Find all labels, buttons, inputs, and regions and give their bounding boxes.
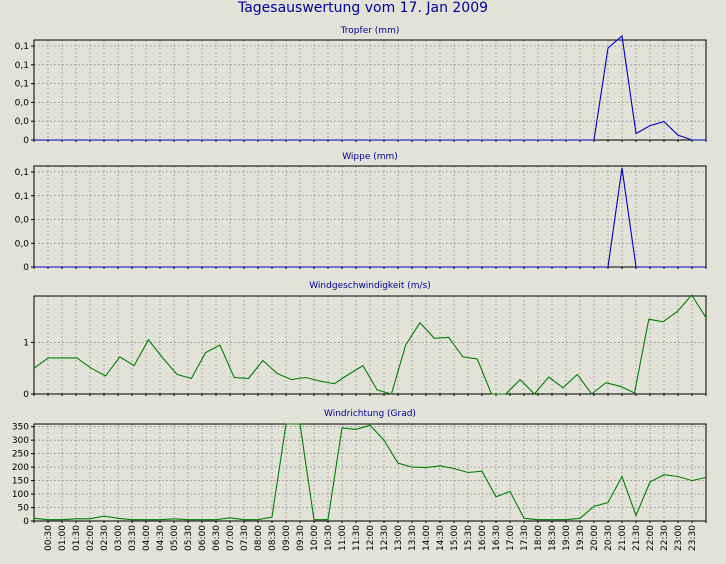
x-tick-label: 17:30 — [520, 525, 530, 551]
x-tick-label: 15:30 — [464, 525, 474, 551]
y-tick-label: 350 — [12, 423, 29, 433]
y-tick-label: 100 — [12, 490, 29, 500]
x-tick-label: 12:30 — [380, 525, 390, 551]
x-tick-label: 01:30 — [72, 525, 82, 551]
x-tick-label: 23:00 — [674, 525, 684, 551]
y-tick-label: 150 — [12, 477, 29, 487]
y-tick-label: 0,1 — [15, 168, 29, 178]
y-tick-label: 0 — [23, 263, 29, 273]
x-tick-label: 12:00 — [366, 525, 376, 551]
x-tick-label: 15:00 — [450, 525, 460, 551]
x-tick-label: 18:30 — [548, 525, 558, 551]
x-tick-label: 14:00 — [422, 525, 432, 551]
x-tick-label: 06:00 — [198, 525, 208, 551]
panel-title: Windgeschwindigkeit (m/s) — [309, 281, 431, 291]
x-tick-label: 19:30 — [576, 525, 586, 551]
x-tick-label: 03:00 — [114, 525, 124, 551]
x-tick-label: 16:30 — [492, 525, 502, 551]
x-tick-label: 17:00 — [506, 525, 516, 551]
x-tick-label: 11:00 — [338, 525, 348, 551]
x-tick-label: 22:30 — [660, 525, 670, 551]
y-tick-label: 0 — [23, 517, 29, 527]
x-tick-label: 20:00 — [590, 525, 600, 551]
x-tick-label: 05:30 — [184, 525, 194, 551]
x-tick-label: 13:00 — [394, 525, 404, 551]
x-tick-label: 04:30 — [156, 525, 166, 551]
x-tick-label: 20:30 — [604, 525, 614, 551]
x-tick-label: 08:00 — [254, 525, 264, 551]
x-tick-label: 22:00 — [646, 525, 656, 551]
x-tick-label: 18:00 — [534, 525, 544, 551]
y-tick-label: 200 — [12, 463, 29, 473]
y-tick-label: 0,0 — [15, 216, 30, 226]
x-tick-label: 07:30 — [240, 525, 250, 551]
y-tick-label: 0,1 — [15, 80, 29, 90]
x-tick-label: 01:00 — [58, 525, 68, 551]
x-tick-label: 16:00 — [478, 525, 488, 551]
y-tick-label: 300 — [12, 436, 29, 446]
x-tick-label: 09:00 — [282, 525, 292, 551]
y-tick-label: 1 — [23, 338, 29, 348]
y-tick-label: 0 — [23, 136, 29, 146]
x-tick-label: 06:30 — [212, 525, 222, 551]
y-tick-label: 250 — [12, 450, 29, 460]
main-title: Tagesauswertung vom 17. Jan 2009 — [237, 0, 489, 16]
x-tick-label: 02:30 — [100, 525, 110, 551]
x-tick-label: 13:30 — [408, 525, 418, 551]
x-tick-label: 03:30 — [128, 525, 138, 551]
x-tick-label: 21:30 — [632, 525, 642, 551]
x-tick-label: 05:00 — [170, 525, 180, 551]
x-tick-label: 19:00 — [562, 525, 572, 551]
x-tick-label: 02:00 — [86, 525, 96, 551]
panel-title: Wippe (mm) — [342, 152, 398, 162]
x-tick-label: 23:30 — [688, 525, 698, 551]
series-line — [33, 294, 707, 395]
x-tick-label: 21:00 — [618, 525, 628, 551]
x-tick-label: 09:30 — [296, 525, 306, 551]
y-tick-label: 0,1 — [15, 42, 29, 52]
x-tick-label: 00:30 — [44, 525, 54, 551]
y-tick-label: 0 — [23, 390, 29, 400]
y-tick-label: 0,0 — [15, 98, 30, 108]
y-tick-label: 0,1 — [15, 61, 29, 71]
y-tick-label: 0,0 — [15, 117, 30, 127]
series-line — [33, 423, 707, 521]
x-tick-label: 14:30 — [436, 525, 446, 551]
x-tick-label: 07:00 — [226, 525, 236, 551]
panel-title: Tropfer (mm) — [340, 26, 400, 36]
panel-title: Windrichtung (Grad) — [324, 409, 416, 419]
y-tick-label: 50 — [18, 504, 30, 514]
y-tick-label: 0,1 — [15, 192, 29, 202]
x-tick-label: 10:30 — [324, 525, 334, 551]
x-tick-label: 04:00 — [142, 525, 152, 551]
y-tick-label: 0,0 — [15, 239, 30, 249]
x-tick-label: 08:30 — [268, 525, 278, 551]
x-tick-label: 10:00 — [310, 525, 320, 551]
x-tick-label: 11:30 — [352, 525, 362, 551]
